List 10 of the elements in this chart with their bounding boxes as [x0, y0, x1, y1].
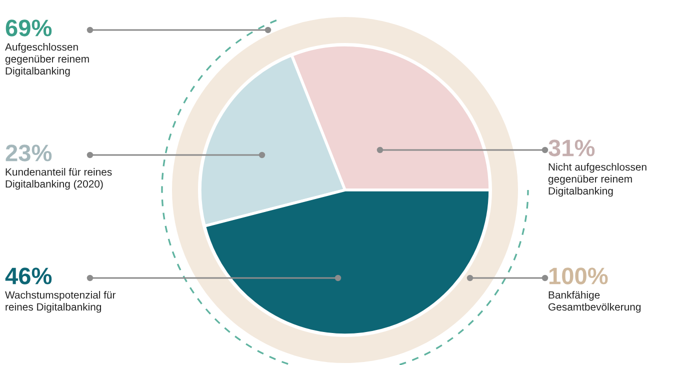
data-label: 23%: [6, 144, 52, 162]
text: 100%: [549, 268, 608, 284]
data-label: 46%: [5, 268, 52, 284]
data-label: 31%: [548, 140, 595, 156]
text: 69%: [6, 20, 52, 36]
slice-label: Kundenanteil für reines Digitalbanking (2020): [6, 168, 112, 190]
text: Aufgeschlossen gegenüber reinem Digitalbanking: [5, 43, 89, 77]
slice-label: Wachstumspotenzial für reines Digitalbanking: [5, 291, 116, 313]
slice-label: Nicht aufgeschlossen gegenüber reinem Digitalbanking: [548, 163, 646, 197]
text: Bankfähige Gesamtbevölkerung: [548, 291, 641, 313]
